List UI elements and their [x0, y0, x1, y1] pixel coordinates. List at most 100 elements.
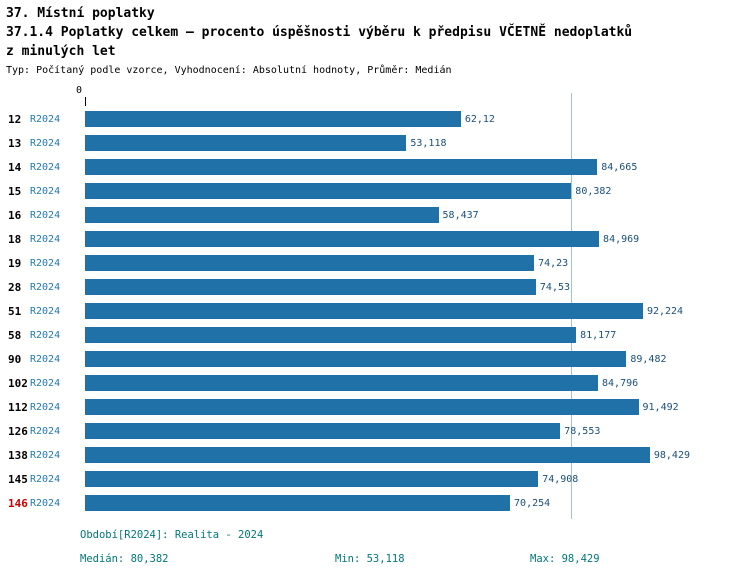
category-label: 14 [8, 160, 22, 174]
bar-value-label: 74,908 [542, 473, 579, 485]
bar-row: 12 R2024 62,12 [0, 107, 750, 131]
bar [85, 231, 600, 247]
series-label: R2024 [30, 281, 61, 293]
bar [85, 183, 572, 199]
series-label: R2024 [30, 425, 61, 437]
bar-value-label: 74,23 [538, 257, 569, 269]
bar-value-label: 70,254 [514, 497, 551, 509]
bar-row: 51 R2024 92,224 [0, 299, 750, 323]
bar-track: 62,12 [85, 111, 690, 127]
bar-track: 91,492 [85, 399, 690, 415]
bar-row: 112 R2024 91,492 [0, 395, 750, 419]
bar-track: 84,796 [85, 375, 690, 391]
footer-min: Min: 53,118 [335, 553, 405, 565]
series-label: R2024 [30, 449, 61, 461]
bar-row: 14 R2024 84,665 [0, 155, 750, 179]
series-label: R2024 [30, 161, 61, 173]
footer-median: Medián: 80,382 [80, 553, 169, 565]
footer-period: Období[R2024]: Realita - 2024 [80, 529, 264, 541]
bar-track: 81,177 [85, 327, 690, 343]
series-label: R2024 [30, 113, 61, 125]
bar-row: 146 R2024 70,254 [0, 491, 750, 515]
bar [85, 447, 650, 463]
series-label: R2024 [30, 401, 61, 413]
series-label: R2024 [30, 137, 61, 149]
category-label: 15 [8, 184, 22, 198]
bar [85, 351, 627, 367]
bar-value-label: 84,796 [602, 377, 639, 389]
chart-title-line-1: 37. Místní poplatky [6, 6, 155, 21]
category-label: 102 [8, 376, 28, 390]
axis-zero-label: 0 [75, 85, 82, 96]
bar [85, 255, 535, 271]
bar-row: 18 R2024 84,969 [0, 227, 750, 251]
bar-row: 145 R2024 74,908 [0, 467, 750, 491]
bar-value-label: 84,969 [603, 233, 640, 245]
category-label: 126 [8, 424, 28, 438]
bar [85, 471, 539, 487]
bar [85, 303, 643, 319]
bar-track: 78,553 [85, 423, 690, 439]
axis-zero-tick [85, 97, 86, 106]
bar-track: 80,382 [85, 183, 690, 199]
bar [85, 207, 439, 223]
bar-row: 16 R2024 58,437 [0, 203, 750, 227]
bar-value-label: 92,224 [646, 305, 684, 317]
bar [85, 423, 561, 439]
bar-row: 102 R2024 84,796 [0, 371, 750, 395]
bar-track: 84,665 [85, 159, 690, 175]
bar-value-label: 62,12 [464, 113, 495, 125]
bar [85, 327, 577, 343]
top-axis: 0 [0, 85, 750, 107]
bar-track: 74,53 [85, 279, 690, 295]
category-label: 90 [8, 352, 22, 366]
chart-footer: Období[R2024]: Realita - 2024 Medián: 80… [0, 527, 750, 577]
bar-value-label: 98,429 [653, 449, 690, 461]
category-label: 19 [8, 256, 22, 270]
bar-track: 70,254 [85, 495, 690, 511]
category-label: 112 [8, 400, 28, 414]
plot-area: 0 12 R2024 62,12 13 R2024 53,118 14 R2024 84,665… [0, 85, 750, 519]
bar [85, 375, 599, 391]
series-label: R2024 [30, 185, 61, 197]
bar-row: 28 R2024 74,53 [0, 275, 750, 299]
bar-value-label: 74,53 [539, 281, 571, 293]
bar-track: 92,224 [85, 303, 690, 319]
category-label: 51 [8, 304, 22, 318]
bar-track: 98,429 [85, 447, 690, 463]
category-label: 16 [8, 208, 22, 222]
category-label: 12 [8, 112, 22, 126]
bar-value-label: 84,665 [601, 161, 638, 173]
bar-row: 138 R2024 98,429 [0, 443, 750, 467]
series-label: R2024 [30, 497, 61, 509]
bar-value-label: 89,482 [630, 353, 667, 365]
series-label: R2024 [30, 305, 61, 317]
bar-track: 74,908 [85, 471, 690, 487]
bar-track: 53,118 [85, 135, 690, 151]
bar-track: 58,437 [85, 207, 690, 223]
series-label: R2024 [30, 377, 61, 389]
chart-subtitle: Typ: Počítaný podle vzorce, Vyhodnocení:… [6, 65, 452, 76]
bar [85, 495, 511, 511]
bar-rows: 12 R2024 62,12 13 R2024 53,118 14 R2024 84,665 15… [0, 93, 750, 519]
bar [85, 279, 536, 295]
bar-value-label: 53,118 [410, 137, 447, 149]
bar-row: 19 R2024 74,23 [0, 251, 750, 275]
bar [85, 135, 407, 151]
footer-max: Max: 98,429 [530, 553, 600, 565]
bar-track: 89,482 [85, 351, 690, 367]
category-label: 138 [8, 448, 28, 462]
category-label: 28 [8, 280, 22, 294]
bar [85, 159, 598, 175]
bar-row: 15 R2024 80,382 [0, 179, 750, 203]
bar-row: 13 R2024 53,118 [0, 131, 750, 155]
chart-header: 37. Místní poplatky 37.1.4 Poplatky celk… [0, 0, 750, 79]
series-label: R2024 [30, 329, 61, 341]
bar-row: 126 R2024 78,553 [0, 419, 750, 443]
bar-track: 74,23 [85, 255, 690, 271]
series-label: R2024 [30, 233, 61, 245]
bar-value-label: 91,492 [642, 401, 679, 413]
series-label: R2024 [30, 473, 61, 485]
bar-value-label: 78,553 [564, 425, 601, 437]
bar-row: 90 R2024 89,482 [0, 347, 750, 371]
